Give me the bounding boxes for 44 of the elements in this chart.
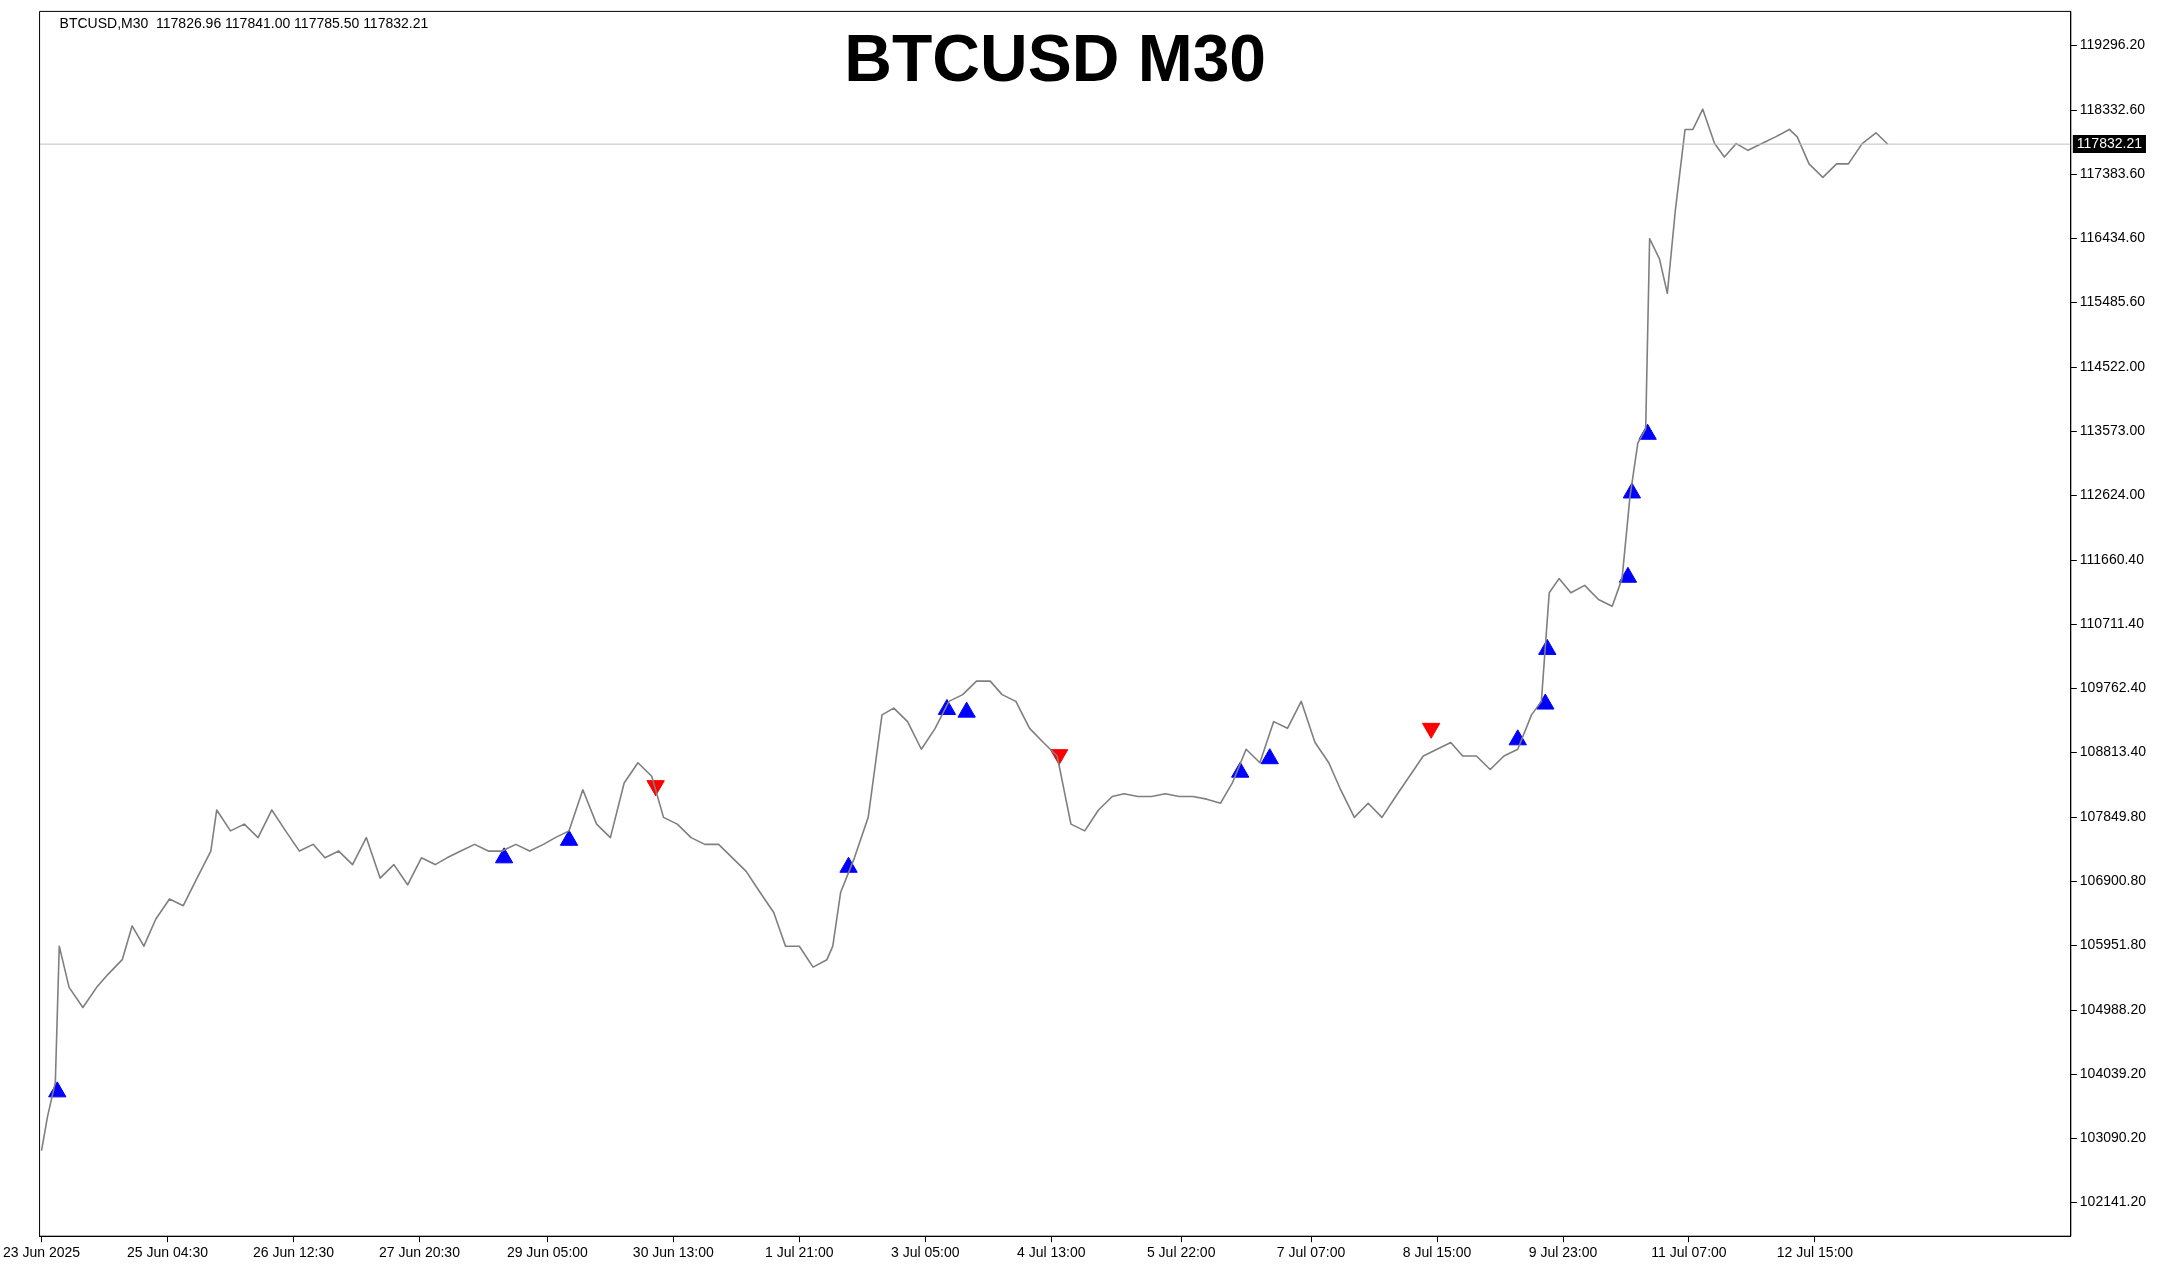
x-tick-label: 3 Jul 05:00 [891,1244,960,1261]
x-tick-label: 9 Jul 23:00 [1528,1244,1598,1261]
x-tick-label: 30 Jun 13:00 [632,1244,715,1261]
x-tick-label: 27 Jun 20:30 [378,1244,461,1261]
y-tick-label: 118332.60 [2079,101,2146,118]
x-tick-label: 5 Jul 22:00 [1146,1244,1216,1261]
y-tick-label: 105951.80 [2079,936,2147,953]
y-tick-label: 112624.00 [2079,486,2146,503]
annotation: BTCUSD,M30 117826.96 117841.00 117785.50 117832.21 [59,15,429,32]
x-tick-label: 4 Jul 13:00 [1017,1244,1086,1261]
y-tick-label: 106900.80 [2079,872,2147,889]
y-tick-label: 102141.20 [2079,1193,2147,1210]
y-tick-label: 119296.20 [2079,36,2146,53]
x-tick-label: 29 Jun 05:00 [506,1244,589,1261]
x-tick-label: 12 Jul 15:00 [1776,1244,1854,1261]
point [1260,748,1279,765]
y-tick-label: 116434.60 [2079,229,2146,246]
y-tick-label: 110711.40 [2079,615,2145,632]
point [1508,729,1527,746]
x-tick-label: 1 Jul 21:00 [765,1244,834,1261]
x-tick-label: 8 Jul 15:00 [1402,1244,1472,1261]
ref-line-label: 117832.21 [2076,134,2143,151]
y-tick-label: 107849.80 [2079,808,2147,825]
y-tick-label: 108813.40 [2079,743,2147,760]
y-tick-label: 109762.40 [2079,679,2147,696]
point [957,701,976,718]
point [494,847,514,864]
x-tick-label: 11 Jul 07:00 [1651,1244,1727,1261]
x-tick-label: 7 Jul 07:00 [1276,1244,1346,1261]
x-tick-label: 23 Jun 2025 [3,1244,81,1261]
x-tick-label: 26 Jun 12:30 [253,1244,335,1261]
y-tick-label: 113573.00 [2079,422,2146,439]
y-tick-label: 114522.00 [2079,358,2146,375]
x-tick-label: 25 Jun 04:30 [127,1244,209,1261]
point [559,829,579,846]
y-tick-label: 104988.20 [2079,1001,2147,1018]
point [1618,566,1638,583]
y-tick-label: 111660.40 [2079,551,2145,568]
y-tick-label: 117383.60 [2079,165,2146,182]
chart-title: BTCUSD M30 [844,21,1267,96]
y-tick-label: 104039.20 [2079,1065,2147,1082]
y-tick-label: 115485.60 [2079,293,2146,310]
y-tick-label: 103090.20 [2079,1129,2147,1146]
point [1536,693,1555,710]
